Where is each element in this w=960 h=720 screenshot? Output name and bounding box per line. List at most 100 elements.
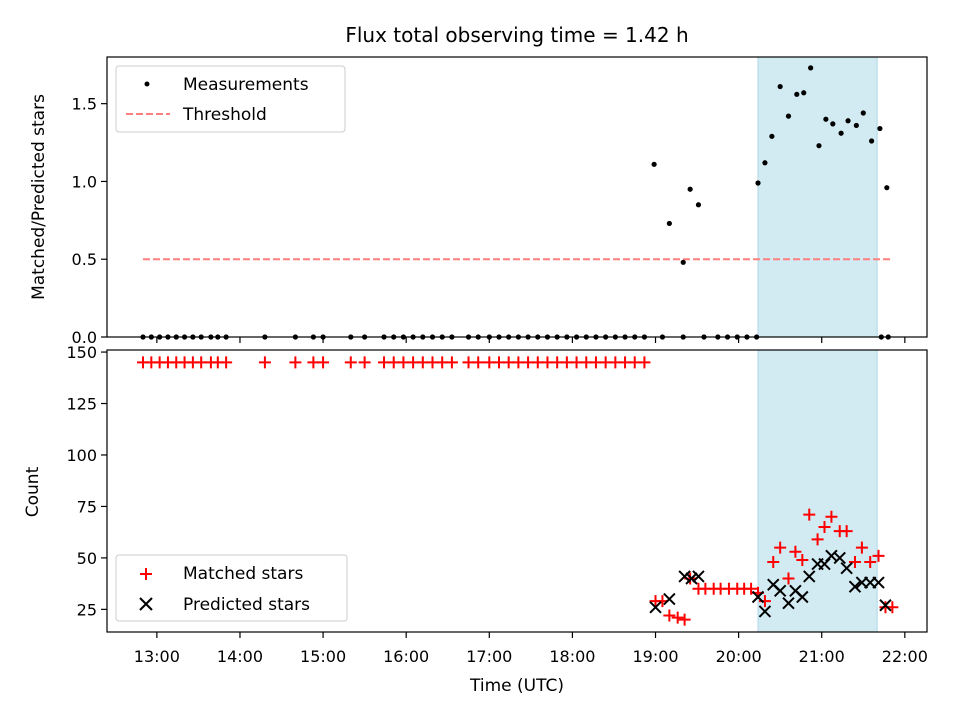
measurement-point xyxy=(877,125,883,132)
measurement-point xyxy=(687,186,693,192)
x-tick-label: 19:00 xyxy=(632,647,678,666)
top-legend: Measurements Threshold xyxy=(115,65,346,133)
bottom-y-tick-label: 75 xyxy=(77,497,97,516)
matched-star-point xyxy=(840,525,853,538)
measurement-point xyxy=(808,65,814,71)
matched-star-point xyxy=(745,582,758,595)
matched-star-point xyxy=(344,356,357,369)
predicted-star-point xyxy=(692,570,705,583)
legend-measurements-marker xyxy=(144,81,150,87)
x-tick-label: 20:00 xyxy=(716,647,762,666)
x-axis-label: Time (UTC) xyxy=(469,676,564,696)
predicted-star-point xyxy=(796,590,809,604)
measurement-point xyxy=(794,91,800,97)
matched-star-point xyxy=(258,356,271,369)
bottom-legend: Matched stars Predicted stars xyxy=(115,554,348,622)
bottom-y-tick-label: 150 xyxy=(66,343,97,362)
matched-star-point xyxy=(818,521,831,534)
predicted-star-point xyxy=(848,580,862,593)
measurement-point xyxy=(695,202,702,208)
bottom-y-tick-label: 50 xyxy=(77,549,97,568)
matched-star-point xyxy=(767,556,780,569)
chart-title: Flux total observing time = 1.42 h xyxy=(345,23,688,47)
measurement-point xyxy=(680,259,686,265)
matched-star-point xyxy=(671,611,684,624)
measurement-point xyxy=(816,143,822,149)
x-tick-label: 17:00 xyxy=(466,647,512,666)
x-tick-label: 16:00 xyxy=(383,647,429,666)
measurement-point xyxy=(853,122,859,129)
top-y-tick-label: 1.5 xyxy=(72,95,97,114)
legend-measurements-label: Measurements xyxy=(183,75,309,95)
matched-star-point xyxy=(445,356,458,369)
top-y-tick-label: 0.5 xyxy=(72,250,97,269)
measurement-point xyxy=(884,185,890,191)
measurement-point xyxy=(762,160,768,166)
bottom-panel: 25 50 75 100 125 150 13:00 14:00 15:00 16:00 17:0… xyxy=(23,343,928,696)
measurement-point xyxy=(785,113,792,119)
predicted-star-point xyxy=(803,570,816,583)
measurement-point xyxy=(777,83,783,90)
matched-star-point xyxy=(289,356,302,369)
legend-matched-label: Matched stars xyxy=(183,564,303,584)
measurement-point xyxy=(769,133,775,139)
matched-star-point xyxy=(803,508,816,521)
measurement-point xyxy=(838,130,844,136)
legend-predicted-label: Predicted stars xyxy=(183,595,310,615)
legend-matched-marker xyxy=(140,568,152,580)
top-y-tick-label: 0.0 xyxy=(72,328,97,347)
measurement-point xyxy=(801,90,807,96)
matched-star-point xyxy=(220,356,233,369)
top-legend-box xyxy=(115,65,346,133)
matched-star-point xyxy=(811,533,824,546)
matched-star-point xyxy=(796,553,809,566)
legend-threshold-label: Threshold xyxy=(182,105,267,125)
matched-star-point xyxy=(678,613,691,626)
predicted-star-point xyxy=(751,590,765,604)
matched-star-point xyxy=(825,510,838,523)
predicted-star-point xyxy=(758,605,772,618)
x-tick-label: 21:00 xyxy=(799,647,845,666)
matched-star-point xyxy=(638,356,651,369)
matched-star-point xyxy=(789,545,802,558)
bottom-y-axis-label: Count xyxy=(23,466,43,517)
predicted-star-point xyxy=(833,551,846,565)
matched-star-point xyxy=(848,556,861,569)
predicted-star-point xyxy=(678,570,691,583)
measurement-point xyxy=(845,118,851,124)
x-tick-label: 18:00 xyxy=(549,647,595,666)
measurement-point xyxy=(823,116,829,122)
bottom-legend-box xyxy=(115,554,348,622)
x-tick-label: 14:00 xyxy=(217,647,263,666)
matched-star-point xyxy=(358,356,371,369)
bottom-y-tick-label: 25 xyxy=(77,600,97,619)
measurement-point xyxy=(755,180,761,186)
bottom-x-ticks: 13:00 14:00 15:00 16:00 17:00 18:00 19:00 20:00… xyxy=(134,632,928,666)
predicted-star-point xyxy=(663,592,676,606)
bottom-y-tick-label: 100 xyxy=(66,446,97,465)
top-y-axis-label: Matched/Predicted stars xyxy=(29,94,49,300)
bottom-y-ticks: 25 50 75 100 125 150 xyxy=(66,343,107,619)
x-tick-label: 22:00 xyxy=(882,647,928,666)
x-tick-label: 15:00 xyxy=(300,647,346,666)
predicted-star-point xyxy=(649,601,662,614)
bottom-predicted-points xyxy=(649,549,892,618)
matched-star-point xyxy=(864,556,877,569)
measurement-point xyxy=(830,121,836,127)
predicted-star-point xyxy=(872,576,885,589)
predicted-star-point xyxy=(782,596,795,610)
matched-star-point xyxy=(774,541,787,554)
measurement-point xyxy=(860,110,866,116)
top-y-tick-label: 1.0 xyxy=(72,172,97,191)
matched-star-point xyxy=(855,541,868,554)
x-tick-label: 13:00 xyxy=(134,647,180,666)
predicted-star-point xyxy=(840,561,853,575)
matched-star-point xyxy=(472,356,485,369)
matched-star-point xyxy=(663,609,676,622)
bottom-plot-frame xyxy=(106,349,928,633)
top-panel: 0.0 0.5 1.0 1.5 Matched/Predicted stars Mea… xyxy=(29,56,928,347)
predicted-star-point xyxy=(879,599,892,612)
measurement-point xyxy=(651,161,657,167)
top-y-ticks: 0.0 0.5 1.0 1.5 xyxy=(72,95,107,347)
measurement-point xyxy=(868,138,875,144)
